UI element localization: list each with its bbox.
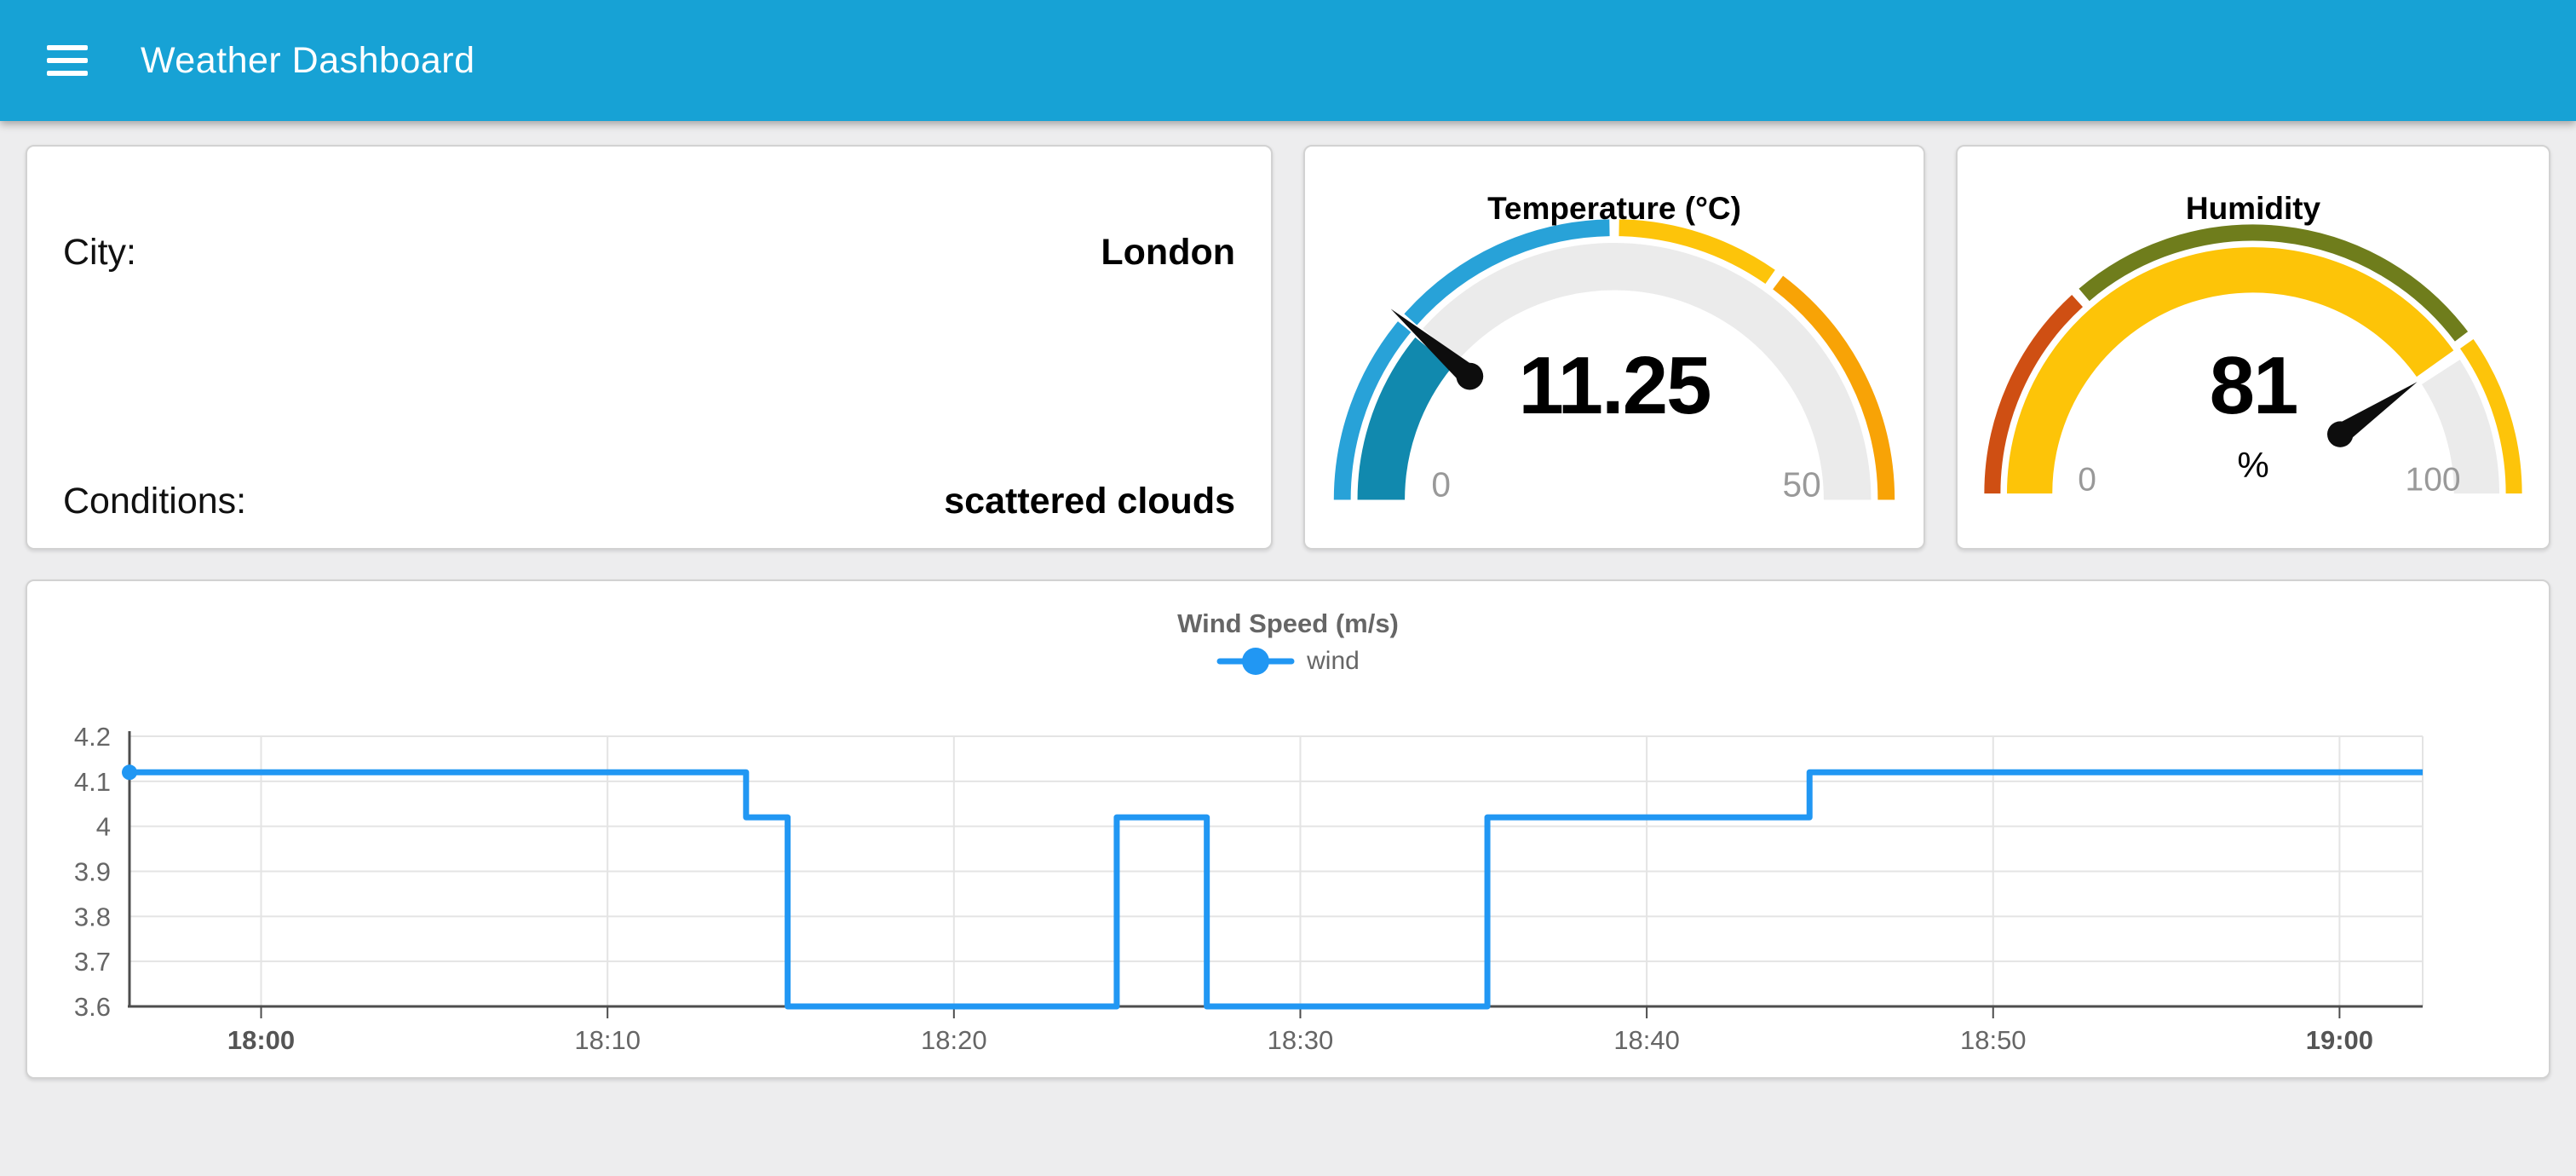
humidity-gauge-card: Humidity 0 100 81 %	[1956, 145, 2550, 550]
svg-text:18:40: 18:40	[1613, 1025, 1680, 1055]
humidity-unit: %	[2237, 445, 2269, 485]
temperature-gauge: 0 50	[1333, 219, 1895, 504]
wind-speed-chart: 18:00 18:10 18:20 18:30 18:40 18:50 19:00 3.6 3.…	[74, 722, 2424, 1055]
humidity-gauge: 0 100	[1984, 224, 2522, 498]
conditions-label: Conditions:	[63, 481, 247, 522]
svg-text:3.6: 3.6	[74, 992, 111, 1022]
menu-button[interactable]	[47, 37, 88, 84]
legend-label-wind: wind	[1307, 647, 1360, 675]
conditions-row: Conditions: scattered clouds	[63, 481, 1235, 522]
svg-text:3.7: 3.7	[74, 947, 111, 977]
svg-text:4: 4	[96, 812, 111, 842]
wind-speed-chart-card: Wind Speed (m/s) wind 18:00 18:10 18:20 18:…	[26, 579, 2550, 1079]
page-title: Weather Dashboard	[141, 39, 475, 81]
svg-text:18:50: 18:50	[1960, 1025, 2027, 1055]
city-conditions-card: City: London Conditions: scattered cloud…	[26, 145, 1273, 550]
svg-text:3.9: 3.9	[74, 857, 111, 887]
svg-text:18:00: 18:00	[227, 1025, 295, 1055]
humidity-gauge-title: Humidity	[2185, 191, 2321, 226]
humidity-gauge-readout: 81 %	[1958, 345, 2549, 483]
svg-text:0: 0	[2078, 461, 2096, 498]
temperature-gauge-title: Temperature (°C)	[1487, 191, 1741, 226]
svg-text:50: 50	[1783, 465, 1821, 504]
temperature-gauge-readout: 11.25	[1305, 345, 1923, 427]
city-row: City: London	[63, 232, 1235, 274]
conditions-value: scattered clouds	[944, 481, 1235, 522]
hamburger-icon	[47, 45, 88, 50]
legend-marker-icon	[1216, 648, 1295, 675]
wind-chart-legend[interactable]: wind	[27, 646, 2549, 677]
svg-text:3.8: 3.8	[74, 902, 111, 931]
city-value: London	[1101, 232, 1235, 273]
svg-text:4.2: 4.2	[74, 722, 111, 752]
city-label: City:	[63, 232, 136, 273]
humidity-value: 81	[2209, 340, 2299, 431]
svg-text:18:20: 18:20	[921, 1025, 987, 1055]
svg-text:0: 0	[1431, 465, 1451, 504]
svg-text:18:10: 18:10	[574, 1025, 641, 1055]
temperature-value: 11.25	[1518, 340, 1712, 431]
svg-text:100: 100	[2406, 461, 2461, 498]
svg-text:4.1: 4.1	[74, 767, 111, 797]
app-header: Weather Dashboard	[0, 0, 2576, 121]
temperature-gauge-card: Temperature (°C) 0 50 11.25	[1303, 145, 1925, 550]
wind-chart-title: Wind Speed (m/s)	[1177, 608, 1399, 638]
dashboard-body: City: London Conditions: scattered cloud…	[0, 121, 2576, 1079]
svg-text:19:00: 19:00	[2306, 1025, 2373, 1055]
svg-text:18:30: 18:30	[1268, 1025, 1334, 1055]
